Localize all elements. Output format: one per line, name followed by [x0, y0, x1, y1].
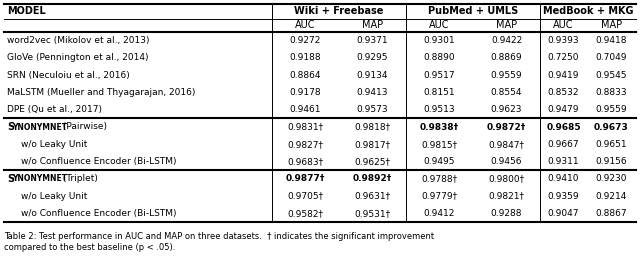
Text: 0.9047: 0.9047	[548, 209, 579, 218]
Text: GloVe (Pennington et al., 2014): GloVe (Pennington et al., 2014)	[7, 53, 148, 62]
Text: compared to the best baseline (p < .05).: compared to the best baseline (p < .05).	[4, 243, 175, 252]
Text: S: S	[7, 174, 14, 184]
Text: 0.8151: 0.8151	[424, 88, 455, 97]
Text: 0.9631†: 0.9631†	[355, 191, 390, 201]
Text: 0.9413: 0.9413	[356, 88, 388, 97]
Text: w/o Confluence Encoder (Bi-LSTM): w/o Confluence Encoder (Bi-LSTM)	[21, 209, 177, 218]
Text: 0.9651: 0.9651	[596, 140, 627, 149]
Text: MaLSTM (Mueller and Thyagarajan, 2016): MaLSTM (Mueller and Thyagarajan, 2016)	[7, 88, 195, 97]
Text: 0.9461: 0.9461	[290, 105, 321, 114]
Text: 0.8554: 0.8554	[491, 88, 522, 97]
Text: w/o Confluence Encoder (Bi-LSTM): w/o Confluence Encoder (Bi-LSTM)	[21, 157, 177, 166]
Text: 0.9545: 0.9545	[596, 71, 627, 80]
Text: 0.8833: 0.8833	[596, 88, 627, 97]
Text: 0.9817†: 0.9817†	[355, 140, 390, 149]
Text: 0.8890: 0.8890	[424, 53, 455, 62]
Text: SRN (Neculoiu et al., 2016): SRN (Neculoiu et al., 2016)	[7, 71, 130, 80]
Text: 0.9230: 0.9230	[596, 174, 627, 183]
Text: 0.9513: 0.9513	[424, 105, 455, 114]
Text: 0.9359: 0.9359	[548, 191, 579, 201]
Text: MAP: MAP	[601, 21, 622, 31]
Text: 0.9667: 0.9667	[548, 140, 579, 149]
Text: w/o Leaky Unit: w/o Leaky Unit	[21, 140, 88, 149]
Text: 0.9877†: 0.9877†	[286, 174, 325, 183]
Text: 0.9188: 0.9188	[290, 53, 321, 62]
Text: 0.9301: 0.9301	[424, 36, 455, 45]
Text: 0.9371: 0.9371	[356, 36, 388, 45]
Text: 0.9779†: 0.9779†	[421, 191, 458, 201]
Text: 0.9673: 0.9673	[594, 123, 629, 132]
Text: Wiki + Freebase: Wiki + Freebase	[294, 6, 384, 16]
Text: MAP: MAP	[496, 21, 517, 31]
Text: (Pairwise): (Pairwise)	[60, 123, 106, 132]
Text: 0.7250: 0.7250	[548, 53, 579, 62]
Text: 0.9288: 0.9288	[491, 209, 522, 218]
Text: 0.7049: 0.7049	[596, 53, 627, 62]
Text: MedBook + MKG: MedBook + MKG	[543, 6, 633, 16]
Text: 0.9517: 0.9517	[424, 71, 455, 80]
Text: 0.9311: 0.9311	[548, 157, 579, 166]
Text: 0.9683†: 0.9683†	[287, 157, 324, 166]
Text: 0.9788†: 0.9788†	[421, 174, 458, 183]
Text: 0.9892†: 0.9892†	[353, 174, 392, 183]
Text: 0.9134: 0.9134	[356, 71, 388, 80]
Text: 0.9178: 0.9178	[290, 88, 321, 97]
Text: 0.9847†: 0.9847†	[488, 140, 525, 149]
Text: 0.9295: 0.9295	[356, 53, 388, 62]
Text: 0.9531†: 0.9531†	[355, 209, 390, 218]
Text: 0.9582†: 0.9582†	[287, 209, 323, 218]
Text: AUC: AUC	[553, 21, 573, 31]
Text: AUC: AUC	[429, 21, 450, 31]
Text: 0.9559: 0.9559	[596, 105, 627, 114]
Text: DPE (Qu et al., 2017): DPE (Qu et al., 2017)	[7, 105, 102, 114]
Text: 0.9821†: 0.9821†	[488, 191, 525, 201]
Text: 0.9559: 0.9559	[491, 71, 522, 80]
Text: YNONYMNET: YNONYMNET	[13, 174, 68, 183]
Text: 0.9419: 0.9419	[548, 71, 579, 80]
Text: 0.9418: 0.9418	[596, 36, 627, 45]
Text: AUC: AUC	[295, 21, 316, 31]
Text: w/o Leaky Unit: w/o Leaky Unit	[21, 191, 88, 201]
Text: 0.9422: 0.9422	[491, 36, 522, 45]
Text: 0.9831†: 0.9831†	[287, 123, 324, 132]
Text: 0.9479: 0.9479	[548, 105, 579, 114]
Text: 0.8864: 0.8864	[290, 71, 321, 80]
Text: 0.8532: 0.8532	[548, 88, 579, 97]
Text: 0.9573: 0.9573	[356, 105, 388, 114]
Text: 0.9272: 0.9272	[290, 36, 321, 45]
Text: 0.9800†: 0.9800†	[488, 174, 525, 183]
Text: 0.8869: 0.8869	[491, 53, 522, 62]
Text: 0.9156: 0.9156	[596, 157, 627, 166]
Text: 0.9456: 0.9456	[491, 157, 522, 166]
Text: YNONYMNET: YNONYMNET	[13, 123, 68, 132]
Text: 0.9393: 0.9393	[548, 36, 579, 45]
Text: 0.9410: 0.9410	[548, 174, 579, 183]
Text: Table 2: Test performance in AUC and MAP on three datasets.  † indicates the sig: Table 2: Test performance in AUC and MAP…	[4, 232, 434, 241]
Text: (Triplet): (Triplet)	[60, 174, 97, 183]
Text: 0.9625†: 0.9625†	[355, 157, 390, 166]
Text: 0.9412: 0.9412	[424, 209, 455, 218]
Text: 0.9705†: 0.9705†	[287, 191, 324, 201]
Text: 0.9818†: 0.9818†	[355, 123, 390, 132]
Text: PubMed + UMLS: PubMed + UMLS	[428, 6, 518, 16]
Text: 0.9495: 0.9495	[424, 157, 455, 166]
Text: 0.9838†: 0.9838†	[420, 123, 459, 132]
Text: 0.9623: 0.9623	[491, 105, 522, 114]
Text: 0.9815†: 0.9815†	[421, 140, 458, 149]
Text: 0.9872†: 0.9872†	[487, 123, 526, 132]
Text: 0.9214: 0.9214	[596, 191, 627, 201]
Text: 0.8867: 0.8867	[596, 209, 627, 218]
Text: MODEL: MODEL	[7, 6, 45, 16]
Text: 0.9827†: 0.9827†	[287, 140, 323, 149]
Text: 0.9685: 0.9685	[546, 123, 581, 132]
Text: word2vec (Mikolov et al., 2013): word2vec (Mikolov et al., 2013)	[7, 36, 150, 45]
Text: MAP: MAP	[362, 21, 383, 31]
Text: S: S	[7, 122, 14, 132]
